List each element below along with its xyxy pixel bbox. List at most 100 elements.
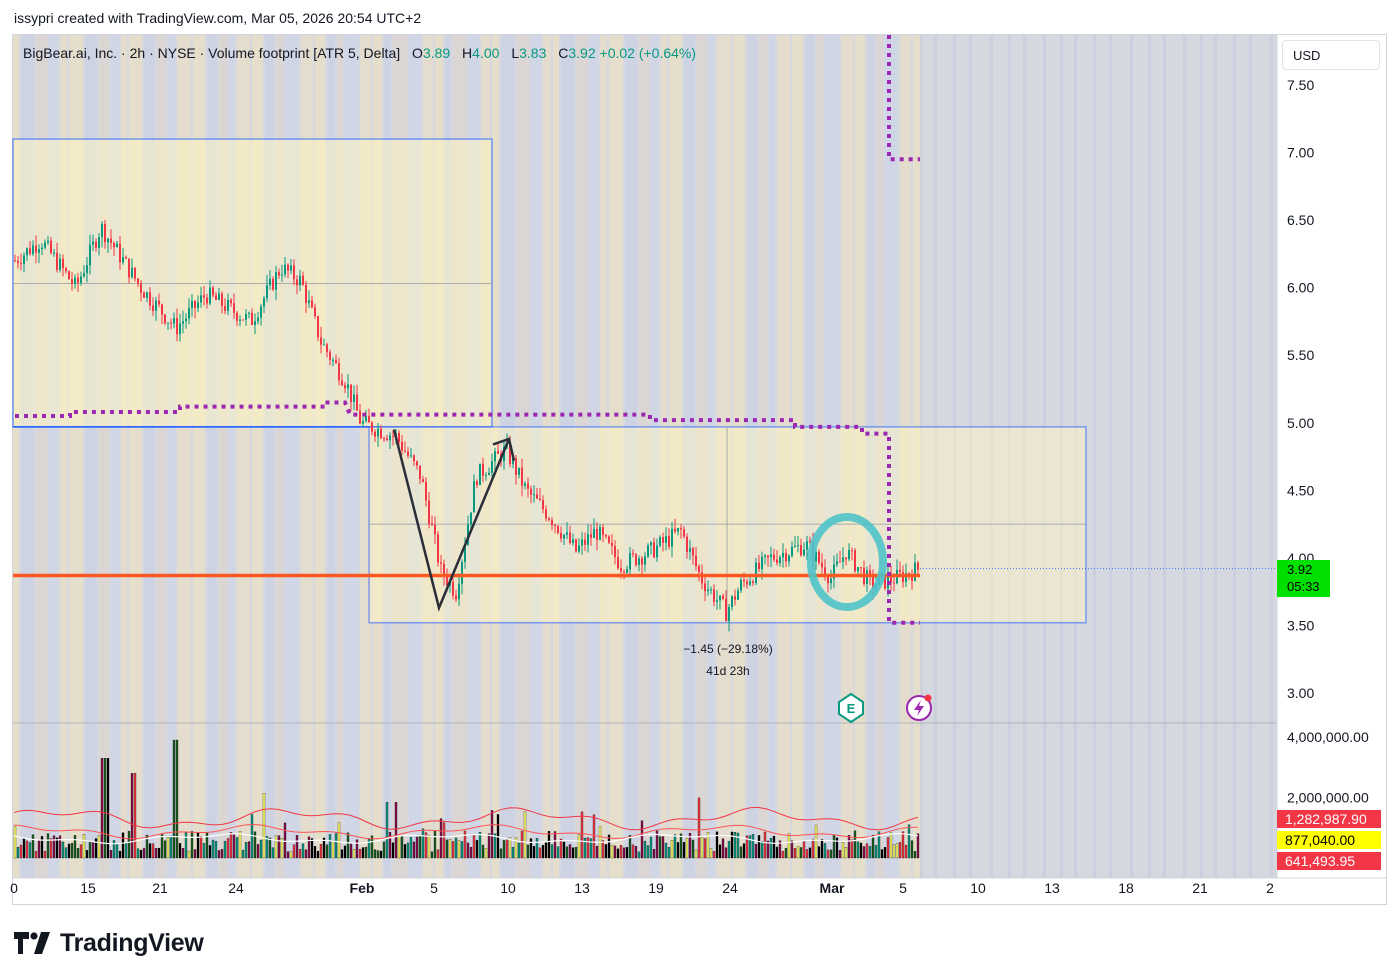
candle-body [509,442,511,465]
candle-body [722,595,724,599]
tradingview-logo[interactable]: TradingView [14,928,204,958]
volume-bar [151,843,155,859]
earnings-icon: E [838,692,864,724]
volume-bar [91,841,95,859]
volume-bar [328,834,332,859]
currency-selector[interactable]: USD [1282,40,1380,70]
candle-body [305,284,307,303]
volume-ma-mid [13,823,919,840]
time-axis-label: 0 [10,880,18,896]
volume-axis-label: 4,000,000.00 [1287,729,1369,745]
candle-body [692,548,694,556]
candle-body [401,441,403,451]
candle-body [236,312,238,321]
session-stripe [121,35,127,878]
candle-body [41,247,43,250]
volume-bar [130,773,134,859]
volume-bar [883,847,887,859]
volume-bar [577,834,581,859]
candle-body [464,544,466,562]
range-box-lower [368,426,1087,624]
volume-bar [220,849,224,859]
candle-body [815,551,817,562]
candle-body [71,279,73,284]
candle-body [842,557,844,562]
time-axis-label: 13 [574,880,590,896]
candle-body [281,274,283,276]
volume-bar [787,833,791,859]
candle-body [638,558,640,566]
session-stripe [60,35,67,878]
candle-body [473,481,475,513]
volume-bar [121,832,125,859]
volume-bar [835,837,839,859]
time-axis-label: 19 [648,880,664,896]
volume-bar [547,831,551,859]
dotted-level-upper [887,35,920,162]
candle-body [848,550,850,560]
candle-body [689,548,691,552]
candle-body [158,300,160,305]
session-stripe [265,35,274,878]
volume-bar [562,841,566,859]
earnings-icon-shape [838,692,864,724]
volume-bar [586,837,590,859]
candle-body [230,299,232,304]
candle-body [623,571,625,573]
volume-bar [808,847,812,859]
candle-body [773,554,775,560]
dotted-level-path [15,400,920,625]
volume-bar [478,832,482,859]
symbol-legend[interactable]: BigBear.ai, Inc. · 2h · NYSE · Volume fo… [23,45,696,61]
candle-body [431,523,433,526]
volume-bar [814,824,818,859]
volume-bar [637,851,641,859]
candle-body [428,500,430,524]
session-stripe [168,35,175,878]
high-value: 4.00 [472,45,500,61]
time-axis-label: 21 [1192,880,1208,896]
chart-frame[interactable] [12,34,1387,905]
volume-bar [589,838,593,859]
earnings-icon-letter: E [847,701,856,716]
volume-bar [103,758,107,859]
candle-body [656,545,658,558]
candle-body [122,257,124,263]
volume-bar [34,850,38,859]
candle-body [134,267,136,279]
volume-bar [826,849,830,859]
candle-body [365,416,367,422]
session-stripe [229,35,235,878]
session-stripe [1200,35,1203,878]
candle-body [803,549,805,556]
candle-body [335,359,337,363]
candle-body [62,258,64,269]
candle-body [350,384,352,403]
volume-bar [454,837,458,859]
candle-body [755,562,757,584]
price-axis-label: 7.50 [1287,77,1314,93]
candle-body [260,306,262,318]
volume-bar [871,835,875,859]
volume-bar [421,828,425,859]
candle-body [536,494,538,499]
candle-body [164,314,166,324]
candle-body [605,534,607,537]
volume-bar [382,841,386,859]
volume-bar [553,831,557,859]
session-stripe [157,35,166,878]
volume-bar [28,842,32,859]
volume-bar [361,847,365,859]
volume-bar [427,834,431,859]
volume-bar [901,831,905,859]
volume-bar [163,840,167,859]
volume-bar [352,848,356,859]
volume-bar [394,802,398,859]
volume-bar [178,843,182,859]
candle-body [56,252,58,270]
volume-bar [232,834,236,859]
candle-body [674,528,676,532]
volume-bar [916,833,920,859]
candle-body [203,295,205,298]
